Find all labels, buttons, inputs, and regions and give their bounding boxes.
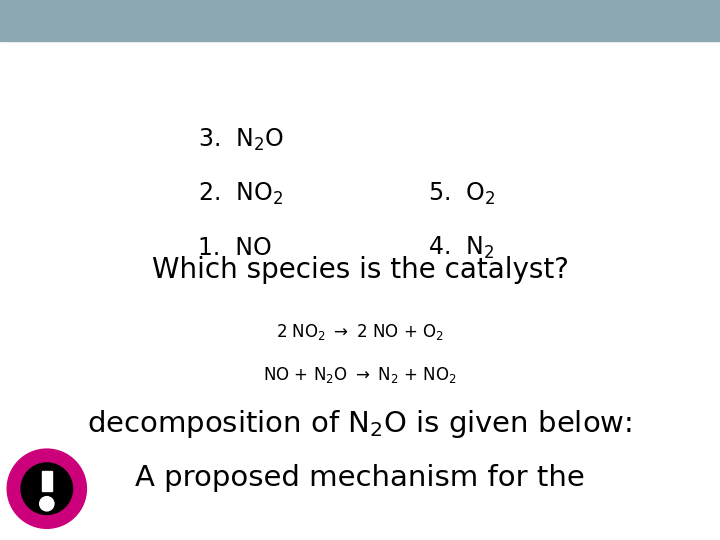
- Ellipse shape: [21, 463, 73, 515]
- Text: 1.  NO: 1. NO: [198, 237, 271, 260]
- Bar: [42, 471, 52, 491]
- Text: A proposed mechanism for the: A proposed mechanism for the: [135, 464, 585, 492]
- Ellipse shape: [40, 497, 54, 511]
- Text: 3.  N$_2$O: 3. N$_2$O: [198, 127, 284, 153]
- Bar: [0, 0, 720, 40]
- Text: NO + N$_2$O $\rightarrow$ N$_2$ + NO$_2$: NO + N$_2$O $\rightarrow$ N$_2$ + NO$_2$: [264, 365, 456, 386]
- Ellipse shape: [7, 449, 86, 528]
- Text: 2.  NO$_2$: 2. NO$_2$: [198, 181, 283, 207]
- Text: 2 NO$_2$ $\rightarrow$ 2 NO + O$_2$: 2 NO$_2$ $\rightarrow$ 2 NO + O$_2$: [276, 322, 444, 342]
- Text: decomposition of N$_2$O is given below:: decomposition of N$_2$O is given below:: [87, 408, 633, 440]
- Text: 4.  N$_2$: 4. N$_2$: [428, 235, 495, 261]
- Text: 5.  O$_2$: 5. O$_2$: [428, 181, 495, 207]
- Text: Which species is the catalyst?: Which species is the catalyst?: [151, 256, 569, 284]
